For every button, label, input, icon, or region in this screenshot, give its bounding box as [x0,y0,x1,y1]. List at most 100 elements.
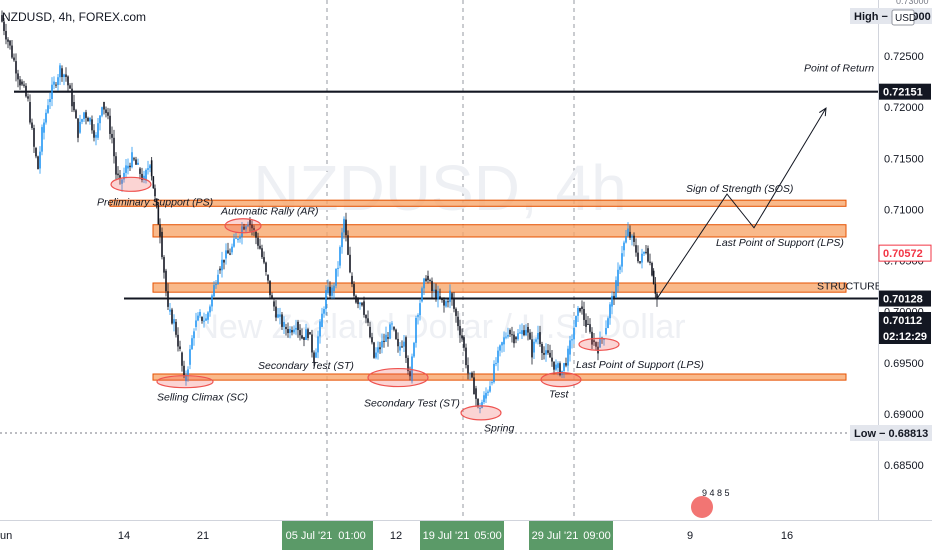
countdown-price-label[interactable] [879,328,931,344]
candle-body [63,74,65,78]
structure-price-label[interactable] [879,290,931,307]
candle-body [609,304,611,319]
mid-zone[interactable] [152,282,847,293]
candle-body [493,363,495,383]
st-circle[interactable] [367,367,429,388]
candle-body [185,374,187,382]
candle-body [419,303,421,316]
point-of-return-price-label[interactable] [879,83,931,100]
candle-body [289,328,291,334]
candle-body [229,253,231,255]
candle-body [51,84,53,100]
candle-body [179,346,181,349]
candle-body [429,279,431,281]
candle-body [239,236,241,239]
us-flag-icon[interactable] [691,496,713,518]
candle-body [123,172,125,180]
projection-arrowhead [819,107,827,117]
candle-body [395,329,397,339]
candle-body [87,117,89,122]
lps-circle[interactable] [578,337,620,351]
candle-body [489,386,491,392]
candle-body [651,262,653,276]
last-price-price-label[interactable] [879,312,931,328]
candle-body [649,261,651,263]
candle-body [583,308,585,320]
candle-body [171,309,173,324]
candle-body [371,337,373,343]
candle-body [407,357,409,372]
candle-body [69,85,71,89]
candle-body [287,329,289,334]
test-circle[interactable] [540,372,582,388]
candle-body [639,261,641,263]
support-zone[interactable] [152,373,847,381]
candle-body [415,317,417,343]
projection-path[interactable] [656,107,827,299]
candle-body [159,224,161,237]
annotation-label: Selling Climax (SC) [157,392,248,404]
candle-body [157,205,160,225]
candle-body [399,346,401,351]
candle-body [233,238,235,247]
candle-body [23,84,25,86]
annotation-label: Test [549,389,570,401]
candle-body [499,345,501,351]
candle-body [275,306,277,318]
candle-body [439,296,441,298]
candle-body [491,382,493,384]
candle-body [1,15,3,22]
candle-body [67,76,69,86]
candle-body [579,307,581,312]
candle-body [505,336,507,338]
candle-body [41,127,43,152]
ar-circle[interactable] [224,218,262,234]
candle-body [235,237,237,239]
candle-body [269,280,271,296]
candle-body [305,329,307,340]
upper-resistance-zone[interactable] [109,199,847,207]
candle-body [393,326,395,330]
time-axis-highlight [282,521,373,550]
candle-body [155,199,158,206]
sc-circle[interactable] [156,375,214,389]
candle-body [271,295,273,299]
point-of-return-price-text: 0.72151 [883,87,923,99]
candle-body [147,168,149,170]
ps-circle[interactable] [110,176,152,192]
spring-circle[interactable] [460,405,502,421]
candle-body [223,259,225,263]
candle-body [654,284,657,294]
candle-body [425,278,427,282]
resistance-price-label[interactable] [878,244,932,262]
low-price-label[interactable] [850,424,932,441]
candle-body [357,299,359,305]
candle-body [81,119,83,122]
watermark-symbol: NZDUSD, 4h [253,152,626,224]
candle-body [397,338,399,347]
candle-body [327,286,329,294]
candle-body [313,352,315,363]
candle-body [263,257,265,263]
candle-body [361,302,363,306]
candle-body [503,337,505,345]
candle-body [455,308,457,316]
candle-body [3,21,5,32]
candle-body [205,318,207,321]
candle-body [377,347,379,353]
candle-body [623,242,625,251]
candle-body [141,173,143,180]
ar-zone[interactable] [152,224,847,238]
currency-badge[interactable] [891,9,915,26]
candle-body [219,268,221,271]
candle-body [351,275,353,285]
time-axis-highlight [420,521,504,550]
candle-body [127,165,129,169]
candle-body [251,224,253,229]
candle-body [154,188,156,197]
candle-body [341,232,343,248]
candle-body [161,231,163,258]
candle-body [133,158,135,160]
candle-body [31,122,33,128]
